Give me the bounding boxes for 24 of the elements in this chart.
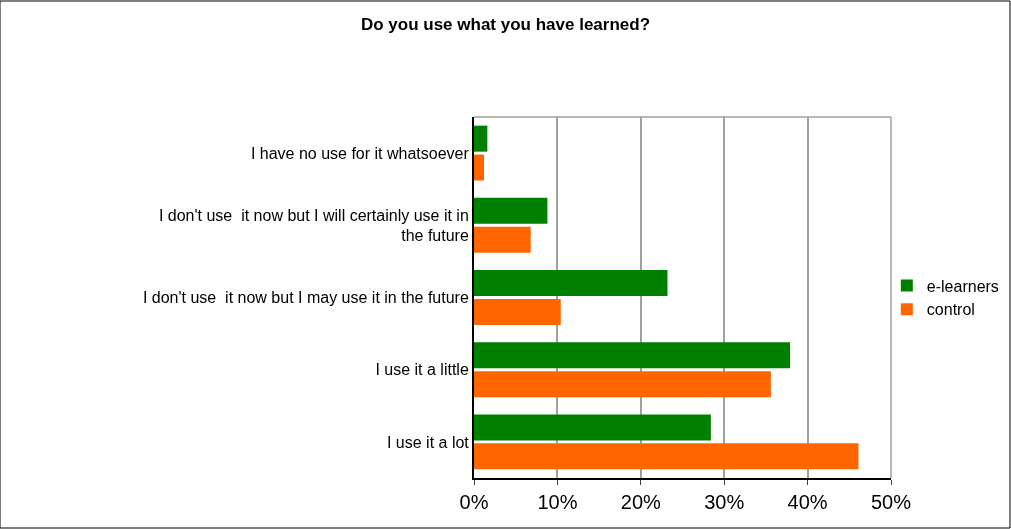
x-tick-label: 0% [459, 491, 489, 513]
x-tick-label: 20% [620, 491, 662, 513]
x-tick-label: 50% [870, 491, 912, 513]
legend-label: e-learners [926, 277, 999, 295]
x-tick-label: 40% [787, 491, 828, 513]
bar [474, 443, 859, 470]
x-tick-label: 10% [537, 491, 578, 513]
y-tick-label: I use it a little [375, 361, 469, 379]
bar [474, 270, 668, 297]
bar [474, 414, 711, 441]
y-tick-label: I use it a lot [386, 433, 470, 451]
bar [474, 371, 771, 398]
legend-label: control [926, 301, 975, 319]
bar [474, 342, 791, 369]
bar [474, 226, 531, 253]
y-tick-label: I don't use it now but I may use it in the future [142, 289, 469, 307]
bar [474, 197, 548, 224]
y-tick-label: I have no use for it whatsoever [250, 144, 470, 162]
bar [474, 154, 485, 181]
y-tick-label: I don't use it now but I will certainly use it in the future [158, 206, 469, 245]
chart-title: Do you use what you have learned? [360, 14, 651, 34]
bar [474, 298, 561, 325]
x-tick-label: 30% [704, 491, 745, 513]
bar [474, 125, 488, 152]
